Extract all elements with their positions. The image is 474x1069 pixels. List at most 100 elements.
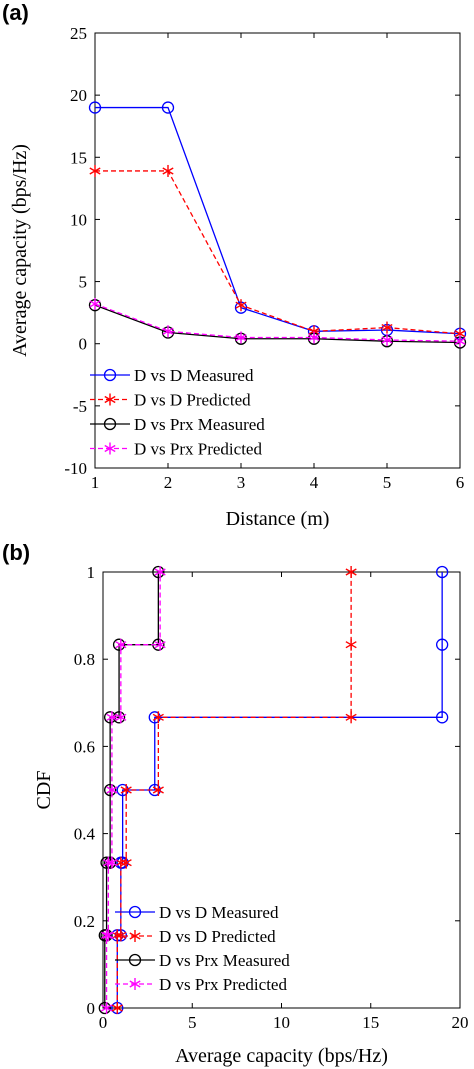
series-1 [89, 164, 466, 340]
x-tick-label: 0 [99, 1013, 108, 1032]
x-tick-label: 5 [383, 473, 392, 492]
data-point [152, 711, 164, 724]
series-3 [101, 566, 166, 1014]
y-axis-label: CDF [33, 771, 55, 810]
y-tick-label: 15 [70, 148, 87, 167]
data-point [235, 331, 247, 344]
data-point [88, 101, 102, 114]
data-point [381, 333, 393, 346]
data-point [89, 164, 101, 177]
data-point [235, 299, 247, 312]
data-point [111, 1002, 123, 1014]
legend: D vs D Measured D vs D Predicted D vs Prx … [115, 903, 290, 994]
legend-marker [104, 393, 116, 406]
y-tick-label: -5 [73, 397, 87, 416]
data-point [106, 784, 118, 796]
x-axis-label: Average capacity (bps/Hz) [175, 1045, 388, 1067]
legend-entry: D vs D Predicted [134, 391, 251, 410]
plot-frame [94, 32, 461, 469]
data-point [454, 335, 466, 348]
series-line [94, 303, 461, 342]
data-point [308, 331, 320, 344]
series-3 [89, 297, 466, 348]
data-point [106, 711, 118, 724]
panel-label: (a) [2, 0, 29, 25]
x-axis-label: Distance (m) [226, 508, 330, 530]
y-tick-label: 10 [70, 210, 87, 229]
data-point [101, 1002, 113, 1014]
data-point [162, 164, 174, 177]
data-point [154, 638, 166, 651]
data-point [115, 856, 127, 869]
x-tick-label: 6 [456, 473, 465, 492]
data-point [161, 101, 175, 114]
x-tick-label: 2 [164, 473, 173, 492]
y-tick-label: 0 [87, 999, 96, 1018]
x-tick-label: 5 [188, 1013, 197, 1032]
data-point [115, 929, 127, 942]
data-point [103, 856, 117, 869]
data-point [103, 783, 117, 797]
series-line [95, 170, 461, 335]
data-point [148, 711, 161, 724]
data-point [152, 565, 165, 579]
legend-entry: D vs Prx Measured [159, 951, 290, 970]
data-point [435, 638, 449, 651]
y-tick-label: 0.4 [74, 825, 96, 844]
series-1 [111, 566, 357, 1014]
panel-label: (b) [2, 540, 30, 565]
x-tick-label: 4 [310, 473, 319, 492]
x-tick-label: 20 [452, 1013, 469, 1032]
data-point [116, 856, 129, 869]
data-point [345, 638, 357, 651]
plot-frame [102, 571, 461, 1009]
data-point [381, 321, 393, 334]
data-point [120, 784, 132, 796]
legend-marker [129, 978, 141, 990]
data-point [102, 929, 114, 942]
data-point [345, 566, 357, 578]
legend: D vs D Measured D vs D Predicted D vs Prx … [90, 366, 265, 459]
data-point [435, 711, 449, 724]
data-point [112, 638, 126, 651]
data-point [101, 929, 113, 942]
legend-entry: D vs D Predicted [159, 927, 276, 946]
legend-marker [104, 442, 116, 455]
data-point [345, 711, 357, 724]
data-point [106, 856, 118, 869]
legend-entry: D vs Prx Predicted [134, 440, 262, 459]
data-point [120, 856, 132, 869]
legend-marker [129, 930, 141, 942]
data-point [89, 297, 101, 310]
x-tick-label: 15 [362, 1013, 379, 1032]
legend-entry: D vs Prx Measured [134, 415, 265, 434]
series-line [95, 106, 461, 335]
data-point [98, 1001, 111, 1015]
data-point [152, 784, 164, 796]
y-tick-label: 0.8 [74, 650, 95, 669]
data-point [115, 711, 127, 724]
y-tick-label: 0.6 [74, 737, 95, 756]
series-line [94, 304, 461, 344]
y-tick-label: 0 [79, 335, 88, 354]
y-axis-label: Average capacity (bps/Hz) [9, 144, 31, 357]
legend-marker [128, 953, 142, 967]
y-tick-label: -10 [64, 459, 87, 478]
legend-entry: D vs D Measured [134, 366, 254, 385]
y-tick-label: 1 [87, 563, 96, 582]
data-point [154, 566, 166, 578]
y-tick-label: 5 [79, 273, 88, 292]
legend-entry: D vs Prx Predicted [159, 975, 287, 994]
y-tick-label: 25 [70, 24, 87, 43]
legend-marker [103, 417, 117, 431]
legend-entry: D vs D Measured [159, 903, 279, 922]
legend-marker [103, 368, 117, 382]
data-point [162, 325, 174, 338]
y-tick-label: 0.2 [74, 912, 95, 931]
panel-b: (b) 0 5 10 15 20 0 0.2 0.4 0.6 0.8 1 Average capacit… [2, 540, 469, 1067]
y-tick-label: 20 [70, 86, 87, 105]
x-tick-label: 10 [273, 1013, 290, 1032]
panel-a: (a) 1 2 3 4 5 6 -10 -5 0 5 10 15 20 25 Distance (m) Aver… [2, 0, 467, 530]
legend-marker [128, 905, 142, 919]
